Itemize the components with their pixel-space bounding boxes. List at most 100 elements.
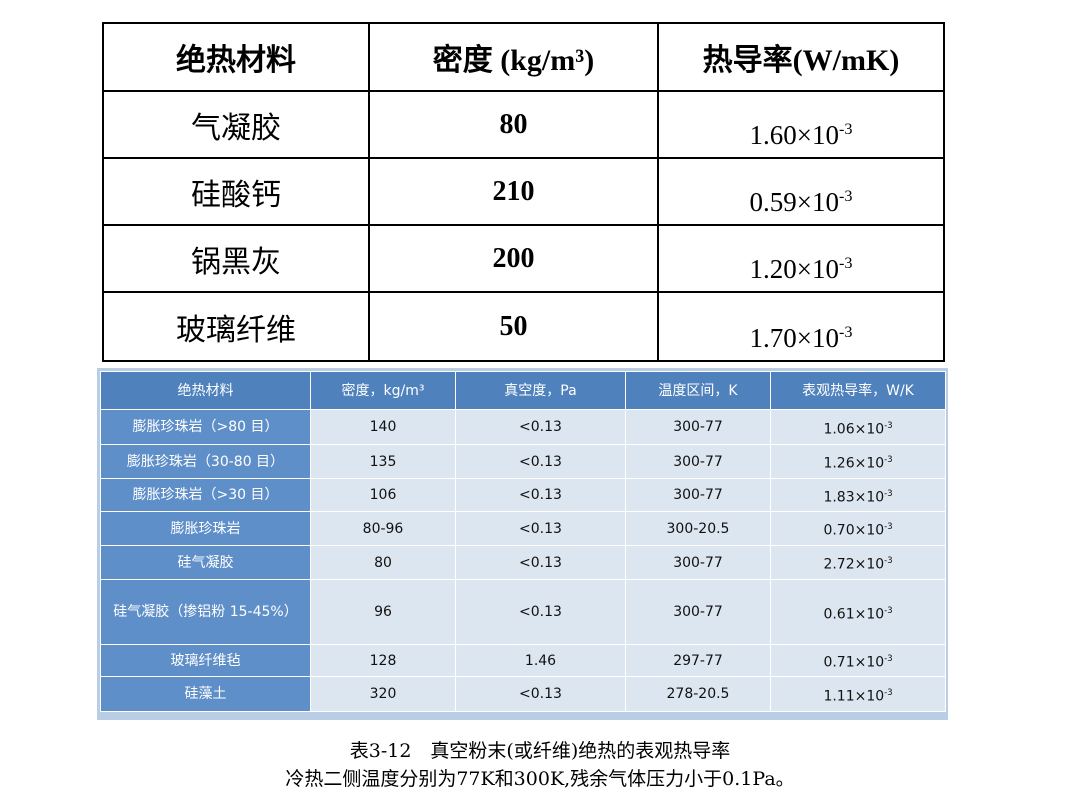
exponent: -3 (839, 187, 853, 205)
header-cell: 绝热材料 (102, 22, 370, 92)
cell: 135 (310, 444, 456, 479)
cell: 锅黑灰 (102, 224, 370, 293)
cell: <0.13 (455, 511, 626, 546)
row: 硅酸钙 210 0.59×10-3 (102, 157, 945, 226)
cell: 1.70×10-3 (657, 291, 945, 362)
mantissa: 2.72×10 (823, 556, 885, 573)
cell: 硅气凝胶（掺铝粉 15-45%） (100, 579, 311, 645)
cell: 0.70×10-3 (770, 511, 946, 546)
cell: 300-77 (625, 444, 771, 479)
row: 膨胀珍珠岩（30-80 目） 135 <0.13 300-77 1.26×10-3 (100, 444, 946, 479)
exponent: -3 (884, 521, 893, 532)
cell: <0.13 (455, 579, 626, 645)
mantissa: 1.26×10 (823, 455, 885, 472)
cell: 1.11×10-3 (770, 676, 946, 712)
exponent: -3 (884, 555, 893, 566)
cell: 300-20.5 (625, 511, 771, 546)
header-cell: 绝热材料 (100, 371, 311, 410)
cell: 300-77 (625, 579, 771, 645)
cell: 300-77 (625, 478, 771, 512)
row: 膨胀珍珠岩（>30 目） 106 <0.13 300-77 1.83×10-3 (100, 478, 946, 512)
cell: 278-20.5 (625, 676, 771, 712)
header-cell: 真空度，Pa (455, 371, 626, 410)
cell: 210 (368, 157, 659, 226)
row: 硅气凝胶 80 <0.13 300-77 2.72×10-3 (100, 545, 946, 580)
mantissa: 0.71×10 (823, 654, 885, 671)
cell: 1.06×10-3 (770, 409, 946, 445)
mantissa: 1.83×10 (823, 489, 885, 506)
exponent: -3 (884, 686, 893, 697)
exponent: -3 (884, 419, 893, 430)
cell: <0.13 (455, 409, 626, 445)
row: 硅气凝胶（掺铝粉 15-45%） 96 <0.13 300-77 0.61×10-3 (100, 579, 946, 645)
cell: 300-77 (625, 409, 771, 445)
cell: 0.61×10-3 (770, 579, 946, 645)
cell: 2.72×10-3 (770, 545, 946, 580)
cell: 0.59×10-3 (657, 157, 945, 226)
exponent: -3 (884, 653, 893, 664)
cell: <0.13 (455, 444, 626, 479)
cell: 50 (368, 291, 659, 362)
cell: 1.46 (455, 644, 626, 677)
cell: 玻璃纤维 (102, 291, 370, 362)
cell: 膨胀珍珠岩 (100, 511, 311, 546)
cell: 80 (310, 545, 456, 580)
cell: 硅气凝胶 (100, 545, 311, 580)
header-cell: 温度区间，K (625, 371, 771, 410)
row: 膨胀珍珠岩（>80 目） 140 <0.13 300-77 1.06×10-3 (100, 409, 946, 445)
cell: 膨胀珍珠岩（>30 目） (100, 478, 311, 512)
cell: 1.26×10-3 (770, 444, 946, 479)
mantissa: 1.70×10 (749, 323, 839, 353)
mantissa: 1.20×10 (749, 254, 839, 284)
cell: <0.13 (455, 478, 626, 512)
exponent: -3 (884, 604, 893, 615)
exponent: -3 (839, 120, 853, 138)
caption-note: 冷热二侧温度分别为77K和300K,残余气体压力小于0.1Pa。 (285, 768, 795, 790)
cell: 1.20×10-3 (657, 224, 945, 293)
mantissa: 0.61×10 (823, 606, 885, 623)
vacuum-table: 绝热材料 密度，kg/m³ 真空度，Pa 温度区间，K 表观热导率，W/K 膨胀珍珠岩（>… (100, 371, 946, 712)
cell: 200 (368, 224, 659, 293)
cell: 80-96 (310, 511, 456, 546)
row: 膨胀珍珠岩 80-96 <0.13 300-20.5 0.70×10-3 (100, 511, 946, 546)
exponent: -3 (839, 323, 853, 341)
cell: <0.13 (455, 676, 626, 712)
mantissa: 1.11×10 (823, 688, 885, 705)
row: 玻璃纤维 50 1.70×10-3 (102, 291, 945, 362)
vacuum-table-frame: 绝热材料 密度，kg/m³ 真空度，Pa 温度区间，K 表观热导率，W/K 膨胀珍珠岩（>… (97, 368, 948, 720)
cell: 气凝胶 (102, 90, 370, 159)
header-row: 绝热材料 密度，kg/m³ 真空度，Pa 温度区间，K 表观热导率，W/K (100, 371, 946, 410)
exponent: -3 (884, 454, 893, 465)
cell: 320 (310, 676, 456, 712)
density-table: 绝热材料 密度 (kg/m³) 热导率(W/mK) 气凝胶 80 1.60×10-3 硅酸钙… (102, 22, 945, 362)
cell: 硅酸钙 (102, 157, 370, 226)
mantissa: 0.70×10 (823, 522, 885, 539)
cell: 玻璃纤维毡 (100, 644, 311, 677)
header-cell: 表观热导率，W/K (770, 371, 946, 410)
cell: <0.13 (455, 545, 626, 580)
header-row: 绝热材料 密度 (kg/m³) 热导率(W/mK) (102, 22, 945, 92)
row: 玻璃纤维毡 128 1.46 297-77 0.71×10-3 (100, 644, 946, 677)
cell: 1.83×10-3 (770, 478, 946, 512)
cell: 140 (310, 409, 456, 445)
row: 气凝胶 80 1.60×10-3 (102, 90, 945, 159)
cell: 300-77 (625, 545, 771, 580)
exponent: -3 (884, 487, 893, 498)
cell: 硅藻土 (100, 676, 311, 712)
cell: 106 (310, 478, 456, 512)
header-cell: 密度，kg/m³ (310, 371, 456, 410)
caption-title: 表3-12 真空粉末(或纤维)绝热的表观热导率 (349, 740, 731, 762)
cell: 0.71×10-3 (770, 644, 946, 677)
mantissa: 1.06×10 (823, 421, 885, 438)
cell: 128 (310, 644, 456, 677)
row: 硅藻土 320 <0.13 278-20.5 1.11×10-3 (100, 676, 946, 712)
header-cell: 热导率(W/mK) (657, 22, 945, 92)
header-cell: 密度 (kg/m³) (368, 22, 659, 92)
cell: 80 (368, 90, 659, 159)
cell: 297-77 (625, 644, 771, 677)
mantissa: 0.59×10 (749, 187, 839, 217)
cell: 96 (310, 579, 456, 645)
exponent: -3 (839, 254, 853, 272)
cell: 1.60×10-3 (657, 90, 945, 159)
